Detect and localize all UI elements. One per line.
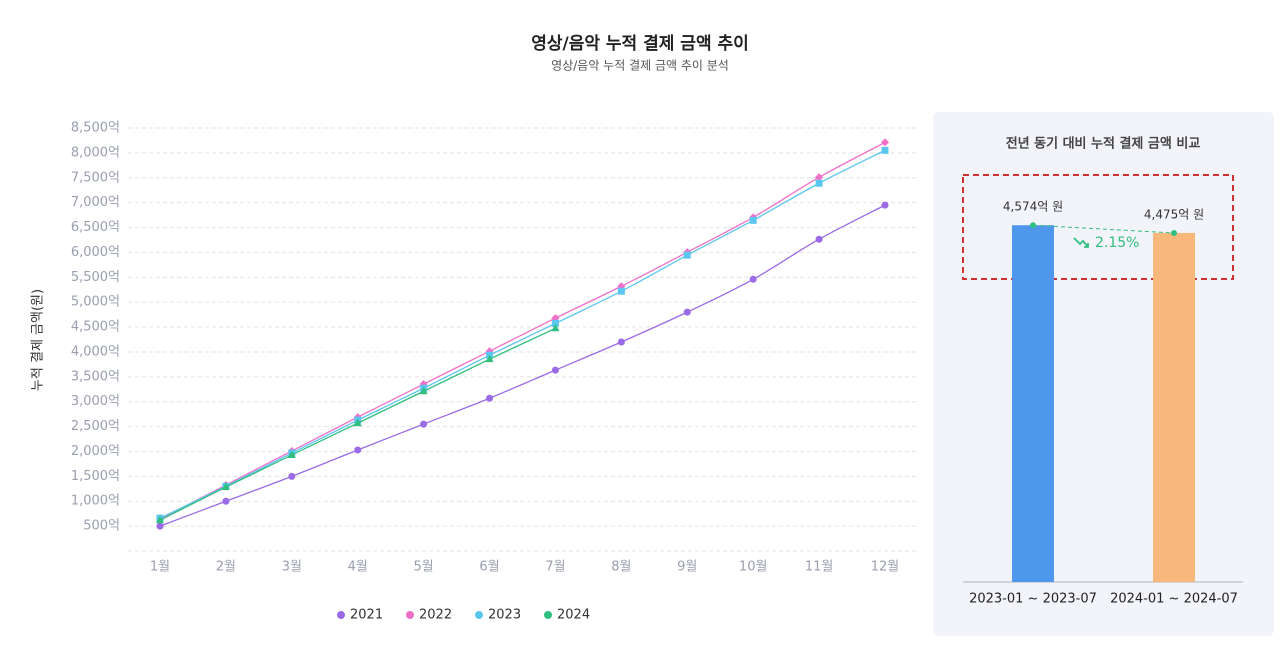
y-tick-label: 6,500억 <box>71 220 120 235</box>
point <box>419 386 428 395</box>
point <box>156 522 164 530</box>
x-tick-label: 11월 <box>805 560 834 575</box>
legend-marker <box>406 611 414 619</box>
legend-marker <box>337 611 345 619</box>
chart-title: 영상/음악 누적 결제 금액 추이 <box>531 34 749 54</box>
change-label: 2.15% <box>1095 235 1139 251</box>
point <box>815 173 824 182</box>
value-label: 4,475억 원 <box>1144 207 1204 221</box>
x-tick-label: 6월 <box>479 560 499 575</box>
point <box>420 420 428 428</box>
point <box>749 216 757 224</box>
y-tick-label: 7,000억 <box>71 195 120 210</box>
point <box>683 251 691 259</box>
y-tick-label: 4,000억 <box>71 344 120 359</box>
point <box>617 287 625 295</box>
x-tick-label: 5월 <box>414 560 434 575</box>
x-tick-label: 10월 <box>739 560 768 575</box>
panel-title: 전년 동기 대비 누적 결제 금액 비교 <box>1006 136 1201 152</box>
y-tick-label: 1,500억 <box>71 469 120 484</box>
y-tick-label: 8,500억 <box>71 121 120 136</box>
down-arrow <box>1073 237 1089 248</box>
point <box>353 418 362 427</box>
point <box>287 450 296 458</box>
y-tick-label: 500억 <box>83 519 120 534</box>
legend-marker <box>544 611 552 619</box>
point <box>683 308 691 316</box>
point <box>881 146 889 154</box>
point <box>156 515 164 524</box>
y-tick-label: 2,000억 <box>71 444 120 459</box>
y-tick-label: 3,500억 <box>71 369 120 384</box>
x-tick-label: 2024-01 ~ 2024-07 <box>1110 592 1238 607</box>
trend-dot <box>1171 229 1177 236</box>
point <box>815 179 823 187</box>
highlight-box <box>962 174 1234 280</box>
point <box>815 235 823 243</box>
point <box>486 394 494 402</box>
point <box>551 366 559 374</box>
trend-dot <box>1030 222 1036 229</box>
y-tick-label: 7,500억 <box>71 170 120 185</box>
point <box>354 446 362 454</box>
chart-subtitle: 영상/음악 누적 결제 금액 추이 분석 <box>551 59 729 73</box>
point <box>749 275 757 283</box>
x-tick-label: 12월 <box>871 560 900 575</box>
legend-label: 2024 <box>557 608 590 623</box>
comparison-panel <box>933 112 1274 636</box>
legend-label: 2023 <box>488 608 521 623</box>
value-label: 4,574억 원 <box>1003 200 1063 214</box>
y-tick-label: 2,500억 <box>71 419 120 434</box>
y-axis-label: 누적 결제 금액(원) <box>31 289 46 391</box>
y-tick-label: 3,000억 <box>71 394 120 409</box>
x-tick-label: 2023-01 ~ 2023-07 <box>969 592 1097 607</box>
y-tick-label: 1,000억 <box>71 494 120 509</box>
legend-label: 2021 <box>350 608 383 623</box>
point <box>485 354 494 363</box>
point <box>288 472 296 480</box>
point <box>221 482 230 491</box>
y-tick-label: 5,500억 <box>71 270 120 285</box>
point <box>551 323 560 332</box>
bar <box>1012 225 1054 582</box>
point <box>881 138 889 147</box>
series-line <box>159 204 886 527</box>
legend-label: 2022 <box>419 608 452 623</box>
point <box>551 319 559 327</box>
x-tick-label: 8월 <box>611 560 631 575</box>
x-tick-label: 4월 <box>348 560 368 575</box>
trend-line <box>1032 224 1175 234</box>
x-tick-label: 3월 <box>282 560 302 575</box>
y-tick-label: 6,000억 <box>71 245 120 260</box>
x-tick-label: 7월 <box>545 560 565 575</box>
y-tick-label: 8,000억 <box>71 145 120 160</box>
x-tick-label: 2월 <box>216 560 236 575</box>
legend-marker <box>475 611 483 619</box>
point <box>881 201 889 209</box>
y-tick-label: 4,500억 <box>71 320 120 335</box>
series-line <box>159 141 886 520</box>
point <box>617 338 625 346</box>
bar <box>1153 232 1195 582</box>
y-tick-label: 5,000억 <box>71 295 120 310</box>
x-tick-label: 9월 <box>677 560 697 575</box>
point <box>222 497 230 505</box>
series-line <box>159 149 886 519</box>
x-tick-label: 1월 <box>150 560 170 575</box>
